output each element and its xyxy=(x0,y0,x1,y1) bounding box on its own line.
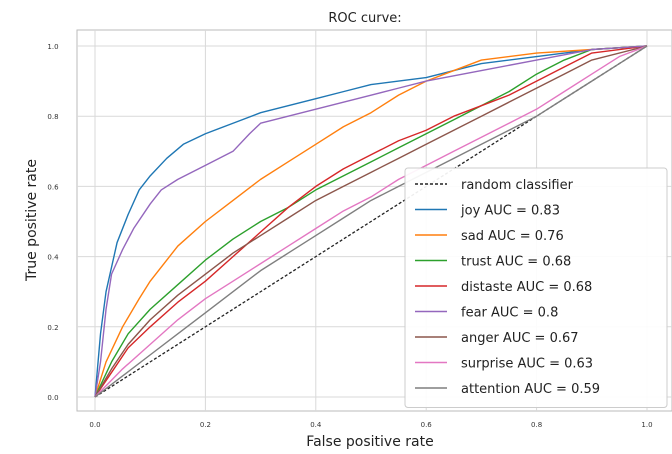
legend: random classifier joy AUC = 0.83 sad AUC =… xyxy=(404,167,668,408)
legend-label: joy AUC = 0.83 xyxy=(460,204,560,219)
x-tick-label: 0.4 xyxy=(310,421,322,429)
legend-label: fear AUC = 0.8 xyxy=(461,306,558,321)
series-line-6 xyxy=(94,45,648,398)
series-line-3 xyxy=(94,45,648,398)
legend-label: anger AUC = 0.67 xyxy=(461,331,579,346)
legend-label: distaste AUC = 0.68 xyxy=(461,280,592,295)
x-axis-title: False positive rate xyxy=(306,434,433,450)
legend-label: trust AUC = 0.68 xyxy=(461,255,571,270)
chart-title: ROC curve: xyxy=(328,11,401,26)
x-tick-label: 1.0 xyxy=(641,421,652,429)
legend-box xyxy=(404,167,668,408)
series-line-4 xyxy=(94,45,648,398)
series-line-2 xyxy=(94,45,648,398)
legend-label: random classifier xyxy=(461,178,574,193)
x-tick-label: 0.6 xyxy=(421,421,433,429)
x-tick-label: 0.0 xyxy=(89,421,100,429)
series-line-7 xyxy=(94,45,648,398)
series-line-0 xyxy=(94,45,648,398)
legend-label: sad AUC = 0.76 xyxy=(461,229,564,244)
plot-area xyxy=(76,29,672,412)
plot-frame xyxy=(76,29,672,412)
series-line-5 xyxy=(94,45,648,398)
y-tick-label: 0.0 xyxy=(47,394,58,402)
legend-label: attention AUC = 0.59 xyxy=(461,382,600,397)
legend-label: surprise AUC = 0.63 xyxy=(461,357,593,372)
x-tick-label: 0.8 xyxy=(531,421,542,429)
y-tick-label: 0.8 xyxy=(47,113,58,121)
y-tick-label: 1.0 xyxy=(47,43,58,51)
x-tick-label: 0.2 xyxy=(200,421,211,429)
roc-series xyxy=(94,45,648,398)
series-line-1 xyxy=(94,45,648,398)
tick-labels: 0.0 0.2 0.4 0.6 0.8 1.0 0.0 0.2 0.4 0.6 0.8 1.0 xyxy=(47,43,652,429)
y-tick-label: 0.6 xyxy=(47,183,59,191)
y-tick-label: 0.2 xyxy=(47,324,58,332)
y-axis-title: True positive rate xyxy=(24,159,40,282)
y-tick-label: 0.4 xyxy=(47,254,59,262)
